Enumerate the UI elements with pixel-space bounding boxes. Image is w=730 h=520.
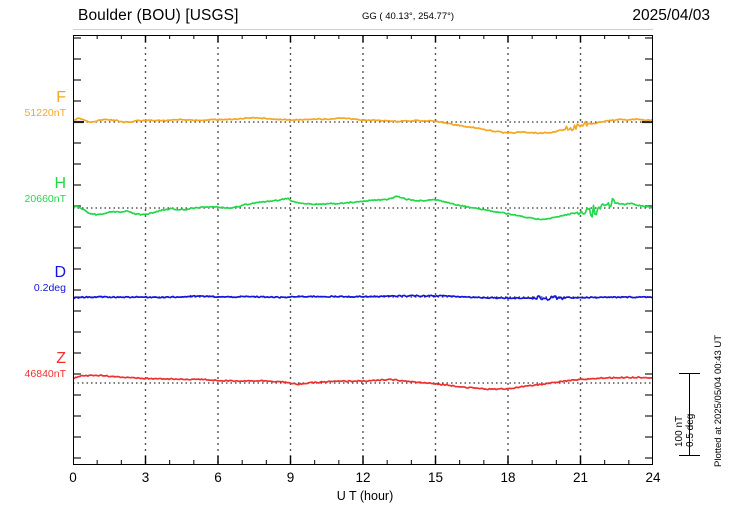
- series-trace-F: [73, 116, 653, 135]
- series-trace-Z: [73, 374, 653, 391]
- scalebar-cap-top: [679, 373, 700, 374]
- x-axis-title: U T (hour): [336, 489, 394, 503]
- x-tick-label-9: 9: [286, 470, 295, 485]
- grid-layer: [144, 35, 582, 465]
- component-label-D: D: [54, 264, 66, 281]
- series-layer: [73, 116, 653, 391]
- header-divider: [73, 29, 653, 30]
- magnetogram-plot: [73, 35, 653, 465]
- scalebar-label-deg: 0.5 deg: [685, 413, 696, 447]
- scalebar-cap-bottom: [679, 455, 700, 456]
- series-trace-H: [73, 195, 653, 221]
- page-title: Boulder (BOU) [USGS]: [78, 7, 239, 24]
- scalebar-vertical: [689, 373, 690, 456]
- x-tick-label-18: 18: [500, 470, 516, 485]
- component-label-Z: Z: [56, 350, 66, 367]
- x-tick-label-15: 15: [427, 470, 444, 485]
- component-label-F: F: [56, 89, 66, 106]
- component-label-H: H: [54, 175, 66, 192]
- series-trace-D: [73, 294, 653, 301]
- component-baseline-F: 51220nT: [24, 107, 66, 119]
- plotted-timestamp: Plotted at 2025/05/04 00:43 UT: [713, 334, 724, 467]
- component-baseline-Z: 46840nT: [24, 368, 66, 380]
- x-tick-label-6: 6: [214, 470, 222, 485]
- scalebar-label-nt: 100 nT: [674, 415, 685, 447]
- x-tick-label-12: 12: [355, 470, 371, 485]
- observation-date: 2025/04/03: [632, 7, 710, 24]
- component-baseline-H: 20660nT: [24, 193, 66, 205]
- component-baseline-D: 0.2deg: [33, 282, 66, 294]
- x-tick-label-3: 3: [141, 470, 150, 485]
- geographic-coordinates: GG ( 40.13°, 254.77°): [362, 11, 455, 22]
- x-tick-label-24: 24: [645, 470, 661, 485]
- axis-ticks-layer: [73, 35, 653, 465]
- x-tick-label-21: 21: [572, 470, 589, 485]
- x-tick-label-0: 0: [69, 470, 77, 485]
- plot-frame: [73, 35, 653, 465]
